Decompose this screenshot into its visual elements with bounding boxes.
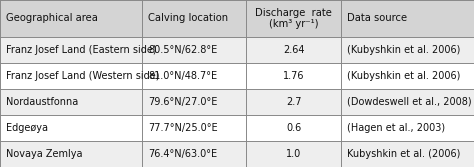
- Text: (Kubyshkin et al. 2006): (Kubyshkin et al. 2006): [347, 71, 460, 81]
- Text: Data source: Data source: [347, 13, 407, 23]
- Text: 2.7: 2.7: [286, 97, 301, 107]
- Text: 2.64: 2.64: [283, 45, 305, 55]
- Bar: [0, 0, 474, 37]
- Bar: [0, 37, 474, 63]
- Text: Discharge  rate
(km³ yr⁻¹): Discharge rate (km³ yr⁻¹): [255, 8, 332, 29]
- Text: 80.5°N/62.8°E: 80.5°N/62.8°E: [148, 45, 217, 55]
- Text: 0.6: 0.6: [286, 123, 301, 133]
- Text: (Kubyshkin et al. 2006): (Kubyshkin et al. 2006): [347, 45, 460, 55]
- Text: (Dowdeswell et al., 2008): (Dowdeswell et al., 2008): [347, 97, 472, 107]
- Text: 79.6°N/27.0°E: 79.6°N/27.0°E: [148, 97, 217, 107]
- Text: Franz Josef Land (Western side): Franz Josef Land (Western side): [6, 71, 159, 81]
- Text: Nordaustfonna: Nordaustfonna: [6, 97, 78, 107]
- Text: 76.4°N/63.0°E: 76.4°N/63.0°E: [148, 149, 217, 159]
- Text: Geographical area: Geographical area: [6, 13, 98, 23]
- Text: 81.0°N/48.7°E: 81.0°N/48.7°E: [148, 71, 217, 81]
- Text: 77.7°N/25.0°E: 77.7°N/25.0°E: [148, 123, 218, 133]
- Text: Calving location: Calving location: [148, 13, 228, 23]
- Bar: [0, 63, 474, 89]
- Bar: [0, 141, 474, 167]
- Text: Franz Josef Land (Eastern side): Franz Josef Land (Eastern side): [6, 45, 156, 55]
- Text: Novaya Zemlya: Novaya Zemlya: [6, 149, 82, 159]
- Text: (Hagen et al., 2003): (Hagen et al., 2003): [347, 123, 445, 133]
- Text: Edgeøya: Edgeøya: [6, 123, 48, 133]
- Text: Kubyshkin et al. (2006): Kubyshkin et al. (2006): [347, 149, 460, 159]
- Text: 1.0: 1.0: [286, 149, 301, 159]
- Bar: [0, 89, 474, 115]
- Bar: [0, 115, 474, 141]
- Text: 1.76: 1.76: [283, 71, 305, 81]
